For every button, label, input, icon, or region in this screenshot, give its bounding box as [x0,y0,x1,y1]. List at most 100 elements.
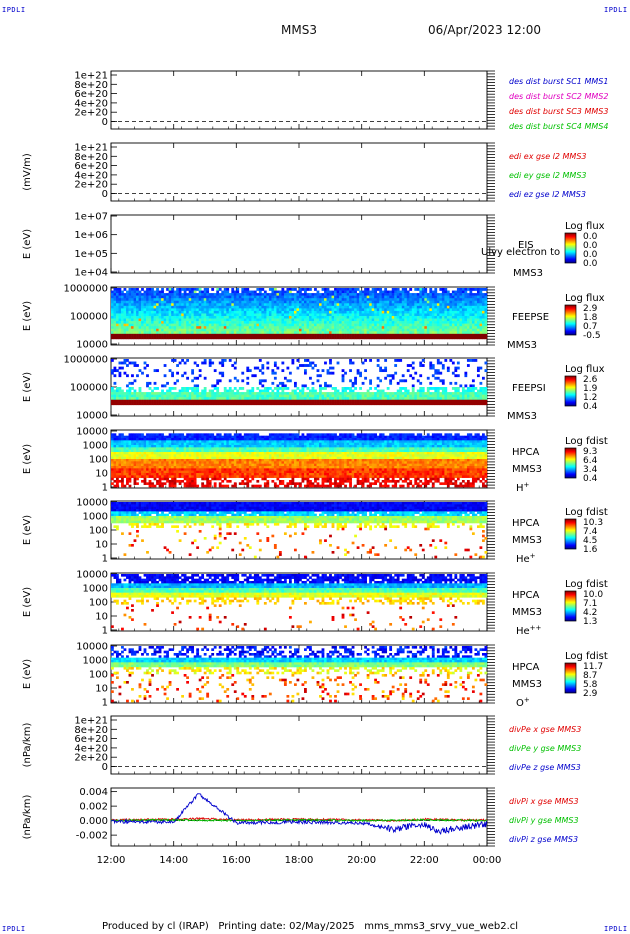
spectrogram-cell [163,333,167,337]
spectrogram-cell [143,308,147,312]
spectrogram-cell [133,456,137,460]
spectrogram-cell [411,313,415,317]
spectrogram-cell [138,449,142,453]
spectrogram-cell [359,402,362,406]
spectrogram-cell [316,369,320,373]
spectrogram-cell [349,387,352,390]
spectrogram-cell [183,293,187,296]
spectrogram-cell [166,399,169,403]
spectrogram-cell [211,326,215,330]
spectrogram-cell [141,435,144,439]
spectrogram-cell [261,336,265,340]
spectrogram-cell [143,295,147,299]
spectrogram-cell [431,397,435,401]
spectrogram-cell [384,326,388,330]
spectrogram-cell [181,295,184,299]
spectrogram-cell [288,397,292,401]
spectrogram-cell [163,321,167,324]
spectrogram-cell [241,308,245,312]
spectrogram-cell [281,333,285,337]
spectrogram-cell [173,397,177,401]
spectrogram-cell [283,326,287,330]
spectrogram-cell [116,454,119,457]
spectrogram-cell [143,463,147,467]
spectrogram-cell [461,394,465,398]
spectrogram-cell [116,468,119,471]
spectrogram-cell [213,333,217,337]
spectrogram-cell [293,333,297,337]
spectrogram-cell [369,318,372,322]
spectrogram-cell [304,328,307,332]
spectrogram-cell [461,313,465,317]
spectrogram-cell [126,399,129,403]
spectrogram-cell [168,313,172,317]
spectrogram-cell [449,323,453,327]
spectrogram-cell [406,290,410,294]
spectrogram-cell [484,310,488,314]
spectrogram-cell [268,394,272,398]
spectrogram-cell [283,331,287,335]
spectrogram-cell [171,394,174,398]
spectrogram-cell [341,369,345,373]
spectrogram-cell [111,298,114,302]
spectrogram-cell [434,321,438,324]
spectrogram-cell [436,310,440,314]
spectrogram-cell [329,318,332,322]
spectrogram-cell [218,298,222,302]
spectrogram-cell [228,313,232,317]
spectrogram-cell [471,394,475,398]
panel-frame-des-dist [110,70,488,130]
spectrogram-cell [138,468,142,471]
y-tick-label: 4e+20 [74,170,108,181]
spectrogram-cell [439,397,443,401]
spectrogram-cell [416,394,420,398]
spectrogram-cell [364,399,367,403]
spectrogram-cell [431,326,435,330]
spectrogram-cell [276,333,280,337]
spectrogram-cell [153,463,157,467]
spectrogram-cell [439,316,443,319]
spectrogram-cell [466,328,470,332]
spectrogram-cell [354,290,357,294]
spectrogram-cell [141,461,144,464]
spectrogram-cell [309,305,312,309]
spectrogram-cell [141,288,144,291]
spectrogram-cell [316,321,320,324]
spectrogram-cell [188,310,192,314]
spectrogram-cell [431,331,435,335]
spectrogram-cell [481,318,485,322]
spectrogram-cell [148,313,152,317]
spectrogram-cell [246,331,250,335]
spectrogram-cell [216,308,220,312]
spectrogram-cell [246,323,250,327]
colorbar-tick-feepse: 1.8 [583,313,598,323]
spectrogram-cell [419,305,423,309]
spectrogram-cell [126,482,129,485]
spectrogram-cell [136,440,139,443]
spectrogram-cell [464,336,468,340]
spectrogram-cell [441,323,445,327]
spectrogram-cell [263,387,267,390]
spectrogram-cell [381,331,385,335]
spectrogram-cell [399,399,403,403]
spectrogram-cell [286,328,290,332]
spectrogram-cell [168,336,172,340]
spectrogram-cell [113,435,117,439]
spectrogram-cell [136,466,139,469]
spectrogram-cell [116,326,119,330]
spectrogram-cell [253,308,257,312]
spectrogram-cell [153,293,157,296]
spectrogram-cell [351,313,355,317]
spectrogram-cell [474,328,478,332]
spectrogram-cell [191,389,195,393]
spectrogram-cell [341,316,345,319]
spectrogram-cell [148,468,152,471]
instrument-name-feepse: FEEPSE [512,312,549,323]
spectrogram-cell [221,290,225,294]
spectrogram-cell [324,387,327,390]
spectrogram-cell [461,399,465,403]
spectrogram-cell [334,336,337,340]
spectrogram-cell [309,364,312,367]
spectrogram-cell [399,389,403,393]
spectrogram-cell [113,392,117,395]
